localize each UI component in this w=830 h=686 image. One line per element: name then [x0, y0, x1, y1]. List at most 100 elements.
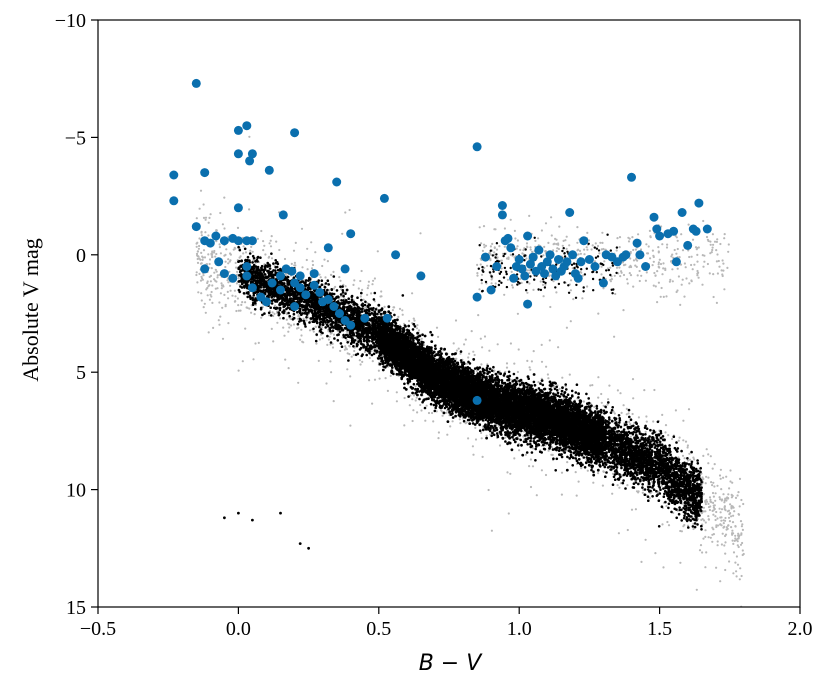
background-star	[665, 505, 668, 508]
background-star	[629, 435, 632, 438]
background-star	[632, 259, 636, 262]
background-star	[742, 502, 745, 506]
background-star	[620, 271, 623, 274]
background-star	[544, 473, 548, 477]
background-star	[537, 381, 540, 384]
background-star	[670, 255, 673, 258]
background-star	[707, 476, 710, 479]
background-star	[419, 403, 422, 407]
background-star	[737, 545, 740, 549]
background-star	[654, 274, 657, 277]
background-star	[505, 366, 509, 369]
background-star	[677, 439, 680, 442]
background-star	[629, 418, 633, 422]
background-star	[723, 237, 726, 240]
background-star	[395, 400, 398, 403]
background-star	[464, 422, 467, 425]
background-star	[626, 278, 629, 281]
background-star	[683, 295, 686, 298]
background-star	[711, 540, 714, 543]
background-star	[237, 277, 240, 280]
background-star	[195, 271, 198, 274]
background-star	[611, 472, 615, 475]
background-star	[644, 279, 648, 282]
background-star	[619, 392, 622, 395]
background-star	[719, 242, 722, 246]
background-star	[709, 252, 712, 255]
background-star	[548, 339, 551, 342]
background-star	[704, 510, 707, 513]
background-star	[528, 214, 531, 217]
background-star	[697, 276, 700, 279]
background-star	[212, 326, 215, 329]
background-star	[597, 472, 600, 475]
background-star	[237, 309, 240, 312]
background-star	[235, 282, 238, 285]
background-star	[413, 319, 416, 322]
background-star	[618, 266, 621, 269]
background-star	[680, 530, 684, 533]
background-star	[658, 266, 661, 269]
background-star	[474, 426, 477, 429]
background-star	[516, 444, 520, 447]
background-star	[637, 416, 641, 419]
background-star	[735, 570, 738, 573]
background-star	[521, 252, 524, 255]
background-star	[420, 409, 423, 412]
background-star	[384, 377, 387, 380]
background-star	[712, 481, 715, 484]
background-star	[680, 283, 683, 286]
background-star	[514, 237, 517, 240]
background-star	[196, 250, 199, 253]
background-star	[721, 273, 724, 276]
background-star	[302, 317, 305, 320]
background-star	[620, 411, 623, 414]
background-star	[311, 263, 315, 267]
background-star	[229, 253, 232, 256]
background-star	[634, 508, 638, 511]
background-star	[526, 443, 529, 446]
background-star	[371, 360, 374, 363]
background-star	[332, 287, 335, 290]
background-star	[223, 196, 226, 199]
background-star	[722, 476, 725, 479]
background-star	[662, 267, 665, 270]
background-star	[678, 256, 681, 259]
background-star	[292, 323, 296, 326]
background-star	[632, 248, 635, 252]
background-star	[416, 411, 419, 414]
background-star	[284, 358, 287, 361]
background-star	[735, 575, 738, 578]
background-star	[432, 403, 436, 407]
background-star	[437, 431, 440, 434]
background-star	[480, 282, 483, 285]
background-star	[740, 525, 744, 528]
background-star	[467, 356, 470, 359]
background-star	[257, 341, 260, 344]
background-star	[739, 543, 743, 546]
background-star	[332, 333, 336, 336]
background-star	[516, 245, 519, 248]
background-star	[204, 216, 208, 219]
background-star	[715, 240, 719, 243]
background-star	[294, 264, 297, 267]
background-star	[616, 389, 620, 392]
background-star	[207, 221, 210, 224]
background-star	[371, 283, 374, 286]
background-star	[591, 244, 594, 247]
background-star	[556, 247, 559, 250]
background-star	[358, 359, 361, 362]
background-star	[610, 419, 614, 423]
background-star	[513, 229, 517, 232]
background-star	[254, 342, 257, 345]
background-star	[476, 263, 479, 266]
background-star	[679, 303, 682, 306]
background-star	[600, 392, 603, 396]
background-star	[419, 232, 422, 235]
background-star	[532, 288, 535, 291]
background-star	[719, 580, 722, 583]
background-star	[366, 287, 369, 290]
background-star	[730, 504, 733, 508]
background-star	[601, 484, 605, 487]
background-star	[675, 236, 678, 239]
